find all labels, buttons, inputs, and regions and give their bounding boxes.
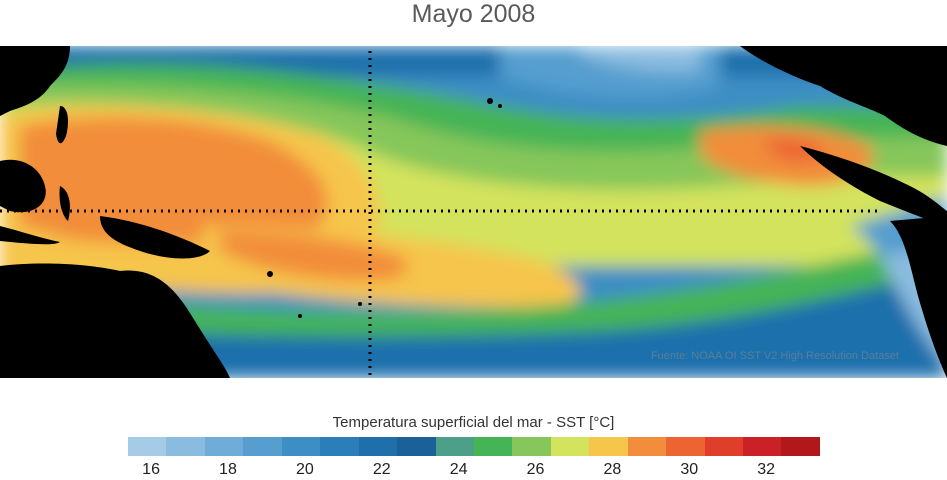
- colorbar-swatch: [473, 437, 513, 456]
- sst-map: [0, 46, 947, 378]
- colorbar-tick: 22: [372, 461, 391, 478]
- colorbar-label: Temperatura superficial del mar - SST [°…: [332, 414, 615, 431]
- colorbar-tick: 24: [449, 461, 468, 478]
- colorbar-swatch: [512, 437, 551, 456]
- land-hawaii: [487, 98, 493, 104]
- land-south-america: [890, 216, 947, 378]
- colorbar-tick: 28: [603, 461, 622, 478]
- colorbar-ticks: 16 18 20 22 24 26 28 30 32: [128, 461, 820, 480]
- colorbar-swatch: [589, 437, 628, 456]
- map-title: Mayo 2008: [411, 0, 536, 28]
- land-borneo: [0, 159, 46, 213]
- colorbar-swatch: [743, 437, 782, 456]
- landmasses: [0, 46, 947, 378]
- land-philippines: [56, 106, 68, 144]
- land-central-america: [800, 146, 947, 226]
- colorbar-swatch: [704, 437, 743, 456]
- land-new-guinea: [100, 216, 210, 259]
- colorbar-tick: 30: [680, 461, 699, 478]
- colorbar-tick: 18: [219, 461, 237, 478]
- colorbar-swatch: [281, 437, 321, 456]
- colorbar-swatch: [128, 437, 167, 456]
- colorbar-swatch: [358, 437, 398, 456]
- colorbar: [128, 437, 820, 456]
- colorbar-swatch: [666, 437, 705, 456]
- colorbar-swatch: [320, 437, 359, 456]
- land-hawaii-2: [498, 104, 502, 108]
- guide-lines: [0, 51, 880, 376]
- colorbar-swatch: [397, 437, 436, 456]
- colorbar-swatch: [550, 437, 590, 456]
- colorbar-swatch: [166, 437, 205, 456]
- colorbar-swatch: [781, 437, 820, 456]
- land-solomon-islands: [267, 271, 273, 277]
- colorbar-swatch: [435, 437, 474, 456]
- land-sulawesi: [59, 186, 70, 221]
- land-australia: [0, 263, 230, 378]
- land-asia: [0, 46, 70, 116]
- colorbar-swatch: [243, 437, 282, 456]
- colorbar-tick: 32: [757, 461, 776, 478]
- colorbar-tick: 20: [295, 461, 314, 478]
- colorbar-tick: 16: [142, 461, 160, 478]
- colorbar-swatch: [204, 437, 244, 456]
- land-vanuatu: [298, 314, 302, 318]
- land-fiji: [358, 302, 362, 306]
- colorbar-tick: 26: [526, 461, 545, 478]
- colorbar-swatch: [627, 437, 667, 456]
- land-north-america: [720, 46, 947, 146]
- data-source-note: Fuente: NOAA OI SST V2 High Resolution D…: [650, 350, 899, 362]
- land-sumatra-java: [0, 226, 60, 245]
